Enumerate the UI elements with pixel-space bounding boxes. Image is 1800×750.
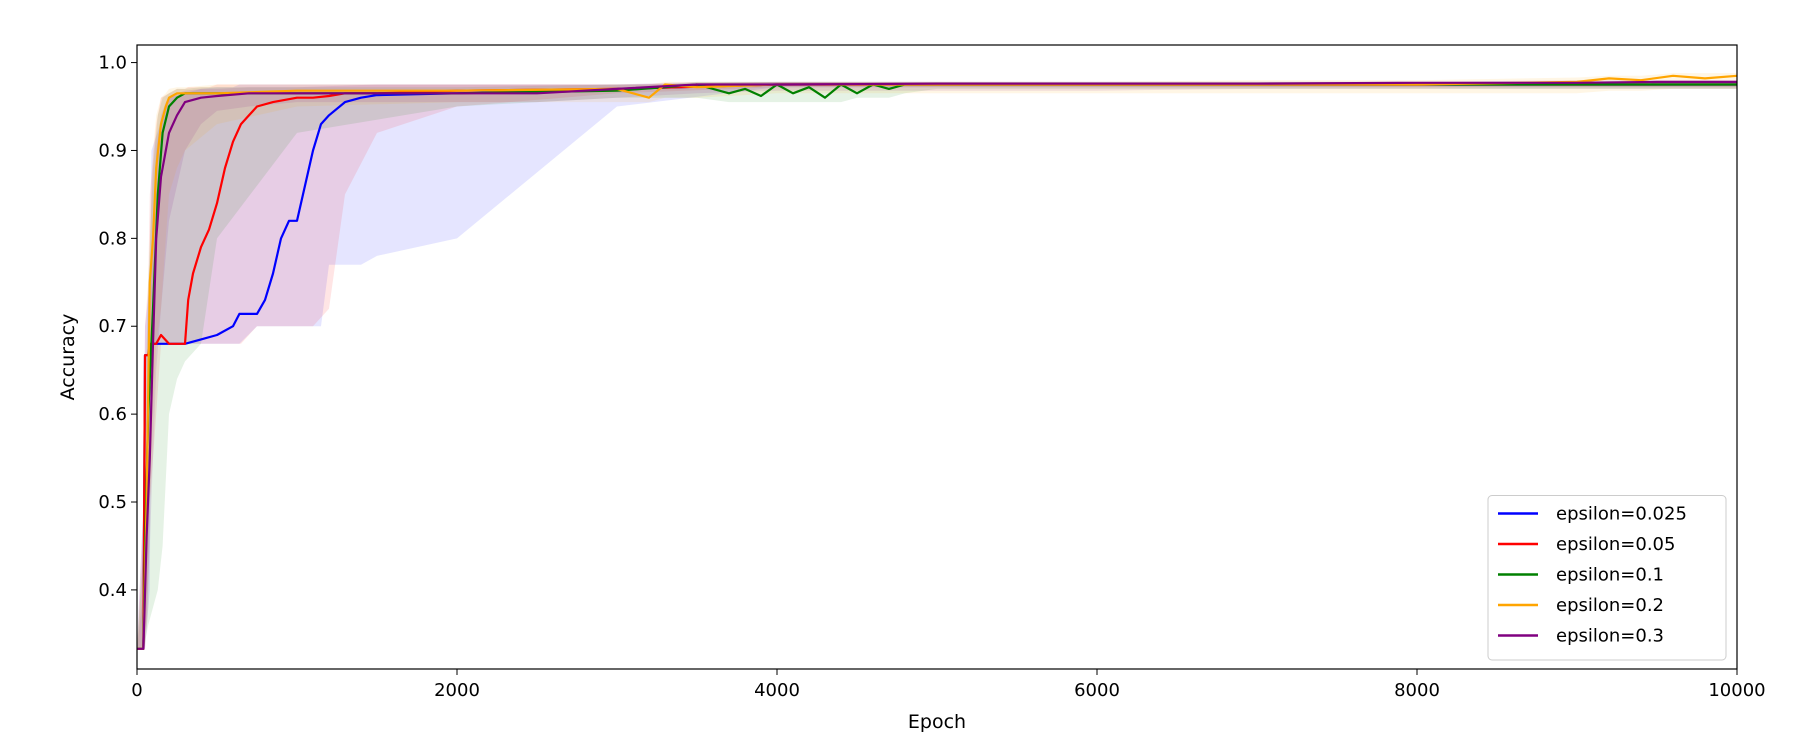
legend-box — [1487, 495, 1727, 661]
x-axis-label: Epoch — [908, 711, 966, 733]
y-tick-label: 0.6 — [98, 404, 127, 425]
legend-label: epsilon=0.3 — [1556, 626, 1664, 647]
legend-label: epsilon=0.1 — [1556, 565, 1664, 586]
plot-frame — [136, 44, 1738, 670]
y-axis-ticks: 0.4 0.5 0.6 0.7 0.8 0.9 1.0 — [98, 53, 137, 601]
x-tick-label: 2000 — [434, 680, 480, 701]
y-tick-label: 0.5 — [98, 492, 127, 513]
y-tick-label: 0.4 — [98, 580, 127, 601]
x-tick-label: 8000 — [1394, 680, 1440, 701]
x-tick-label: 6000 — [1074, 680, 1120, 701]
legend-label: epsilon=0.025 — [1556, 504, 1687, 525]
x-axis-ticks: 0 2000 4000 6000 8000 10000 — [131, 669, 1766, 701]
y-tick-label: 0.9 — [98, 140, 127, 161]
y-axis-label: Accuracy — [57, 314, 79, 401]
band-epsilon-0-025 — [137, 81, 1737, 649]
x-tick-label: 4000 — [754, 680, 800, 701]
x-tick-label: 0 — [131, 680, 142, 701]
series-lines — [137, 74, 1738, 650]
y-tick-label: 0.7 — [98, 316, 127, 337]
legend-label: epsilon=0.2 — [1556, 595, 1664, 616]
x-tick-label: 10000 — [1708, 680, 1765, 701]
legend: epsilon=0.025 epsilon=0.05 epsilon=0.1 epsi… — [1487, 495, 1727, 661]
y-tick-label: 0.8 — [98, 228, 127, 249]
band-epsilon-0-05 — [137, 81, 1737, 649]
legend-label: epsilon=0.05 — [1556, 534, 1675, 555]
line-epsilon-0-3 — [137, 80, 1737, 650]
confidence-bands — [137, 73, 1737, 649]
y-tick-label: 1.0 — [98, 53, 127, 74]
